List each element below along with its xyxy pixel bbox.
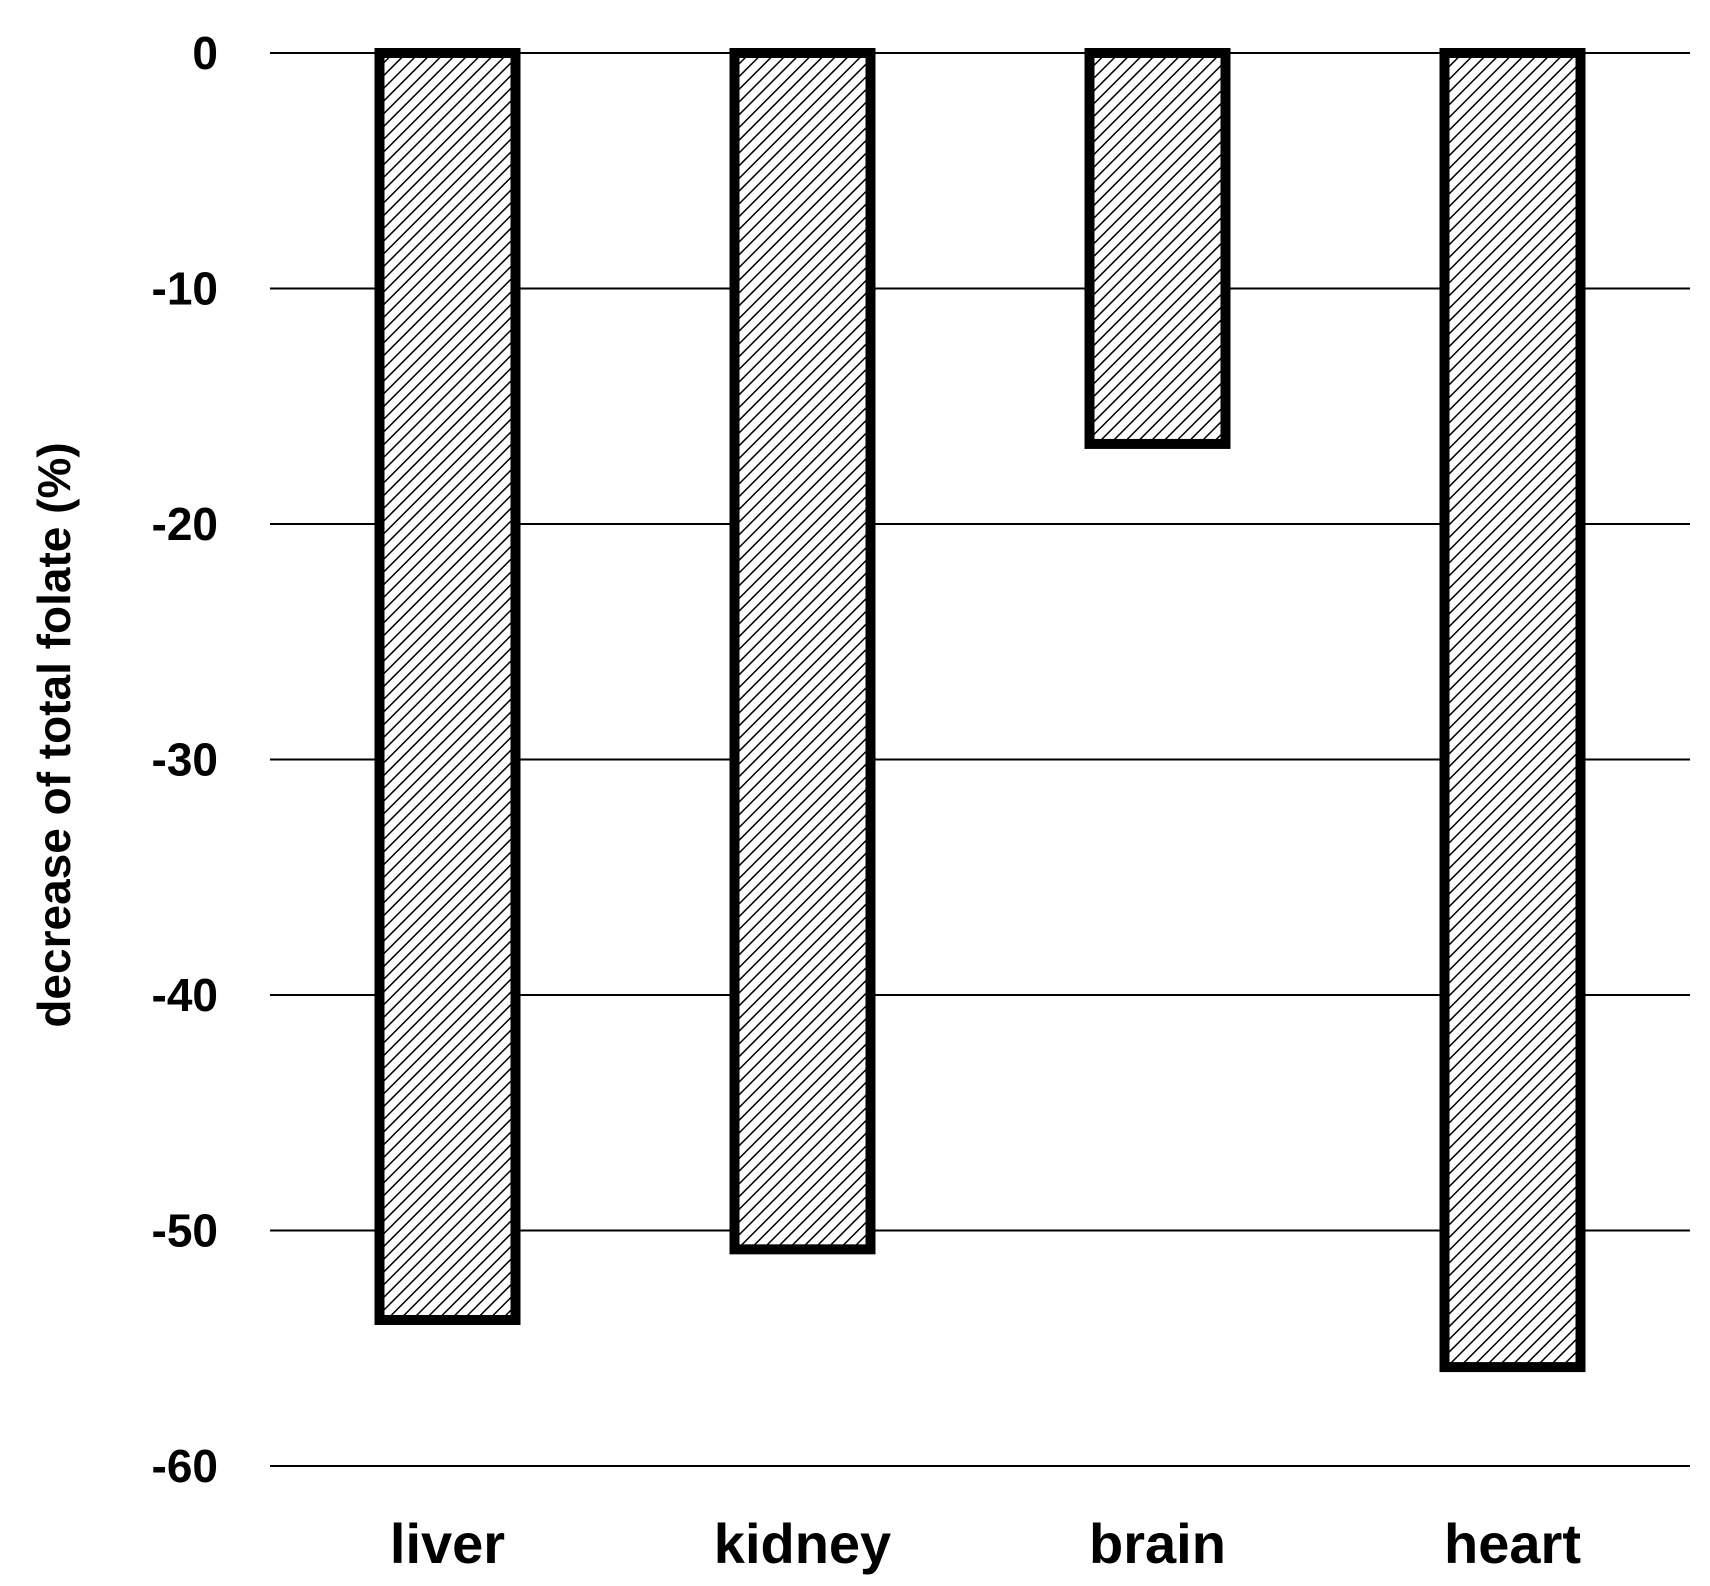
y-axis-tick-labels: 0 -10 -20 -30 -40 -50 -60 bbox=[152, 27, 218, 1492]
y-tick-label: -20 bbox=[152, 498, 218, 550]
bar-brain bbox=[1084, 48, 1231, 449]
x-category-label-kidney: kidney bbox=[714, 1512, 891, 1575]
bar-liver bbox=[374, 48, 521, 1325]
x-category-label-brain: brain bbox=[1089, 1512, 1226, 1575]
y-tick-label: -50 bbox=[152, 1205, 218, 1257]
bar-kidney bbox=[729, 48, 876, 1255]
x-category-label-heart: heart bbox=[1444, 1512, 1581, 1575]
y-tick-label: -60 bbox=[152, 1440, 218, 1492]
y-axis-title: decrease of total folate (%) bbox=[28, 442, 80, 1027]
x-axis-category-labels: liver kidney brain heart bbox=[390, 1512, 1581, 1575]
x-category-label-liver: liver bbox=[390, 1512, 505, 1575]
y-tick-label: 0 bbox=[192, 27, 218, 79]
y-tick-label: -40 bbox=[152, 969, 218, 1021]
bar-heart bbox=[1439, 48, 1586, 1373]
bars bbox=[374, 48, 1586, 1373]
y-tick-label: -10 bbox=[152, 263, 218, 315]
y-tick-label: -30 bbox=[152, 734, 218, 786]
